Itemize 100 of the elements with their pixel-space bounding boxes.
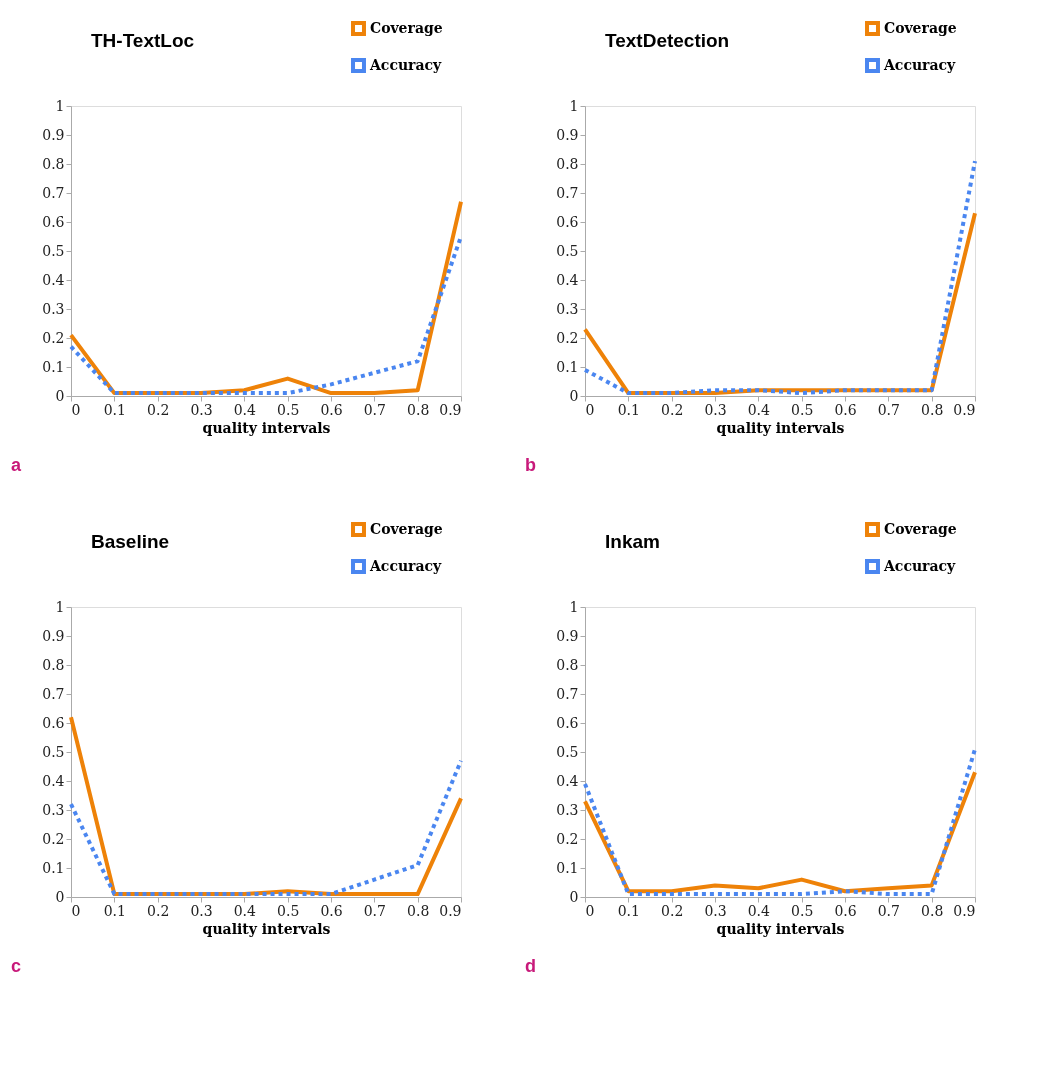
x-tick-label: 0: [71, 401, 81, 418]
x-tick-label: 0.2: [147, 401, 170, 418]
x-tick-label: 0.9: [953, 401, 976, 418]
y-tick-label: 0.8: [556, 656, 579, 673]
y-tick-label: 0.9: [556, 126, 579, 143]
y-tick-label: 1: [569, 598, 579, 615]
x-tick-label: 0: [71, 902, 81, 919]
x-tick-label: 0.7: [877, 401, 900, 418]
y-tick-label: 1: [55, 598, 65, 615]
x-tick-label: 0.7: [363, 401, 386, 418]
x-tick-label: 0.5: [277, 902, 300, 919]
y-tick-label: 0.6: [42, 213, 65, 230]
x-tick-label: 0.4: [747, 401, 771, 418]
y-tick-label: 0.3: [556, 300, 579, 317]
x-tick-label: 0.9: [439, 902, 462, 919]
y-tick-label: 0.7: [556, 685, 579, 702]
y-tick-label: 0.9: [42, 126, 65, 143]
y-tick-label: 0.8: [42, 155, 65, 172]
y-tick-label: 0.7: [42, 685, 65, 702]
y-tick-label: 0.7: [556, 184, 579, 201]
legend-label: Accuracy: [369, 56, 443, 73]
x-tick-label: 0.8: [921, 401, 944, 418]
y-tick-label: 0.5: [556, 242, 579, 259]
y-tick-label: 0.2: [42, 329, 65, 346]
x-tick-label: 0.6: [320, 401, 343, 418]
x-tick-label: 0.8: [407, 902, 430, 919]
x-tick-label: 0.3: [190, 902, 213, 919]
x-tick-label: 0: [585, 902, 595, 919]
x-tick-label: 0.1: [103, 401, 126, 418]
x-tick-label: 0.7: [877, 902, 900, 919]
y-tick-label: 0.4: [556, 271, 579, 288]
y-tick-label: 0.6: [42, 714, 65, 731]
y-tick-label: 0.2: [556, 830, 579, 847]
x-tick-label: 0.1: [617, 902, 640, 919]
y-tick-label: 0: [569, 387, 579, 404]
legend-label: Coverage: [370, 19, 443, 36]
x-tick-label: 0.7: [363, 902, 386, 919]
x-axis-title: quality intervals: [202, 419, 331, 436]
y-tick-label: 0.5: [42, 743, 65, 760]
x-tick-label: 0.6: [834, 401, 857, 418]
y-tick-label: 0.3: [556, 801, 579, 818]
chart-title: Baseline: [91, 531, 170, 552]
text: b: [525, 455, 536, 475]
x-axis-title: quality intervals: [202, 920, 331, 937]
chart-title: Inkam: [605, 531, 660, 552]
x-tick-label: 0.9: [953, 902, 976, 919]
x-axis-title: quality intervals: [716, 920, 845, 937]
y-tick-label: 1: [569, 97, 579, 114]
y-tick-label: 0.1: [42, 859, 65, 876]
legend-label: Accuracy: [369, 557, 443, 574]
y-tick-label: 0.3: [42, 801, 65, 818]
x-tick-label: 0.5: [277, 401, 300, 418]
y-tick-label: 0.4: [556, 772, 579, 789]
legend-label: Accuracy: [883, 56, 957, 73]
y-tick-label: 0.9: [556, 627, 579, 644]
y-tick-label: 0.5: [42, 242, 65, 259]
y-tick-label: 0.4: [42, 271, 65, 288]
x-tick-label: 0.4: [747, 902, 771, 919]
y-tick-label: 0.2: [556, 329, 579, 346]
y-tick-label: 0.6: [556, 213, 579, 230]
x-tick-label: 0.4: [233, 902, 257, 919]
x-tick-label: 0.3: [704, 401, 727, 418]
x-tick-label: 0.1: [617, 401, 640, 418]
y-tick-label: 1: [55, 97, 65, 114]
legend-label: Accuracy: [883, 557, 957, 574]
y-tick-label: 0: [55, 888, 65, 905]
y-tick-label: 0.7: [42, 184, 65, 201]
x-tick-label: 0.8: [407, 401, 430, 418]
x-tick-label: 0.5: [791, 401, 814, 418]
y-tick-label: 0.1: [556, 358, 579, 375]
x-tick-label: 0.8: [921, 902, 944, 919]
legend-label: Coverage: [884, 520, 957, 537]
x-tick-label: 0.2: [661, 902, 684, 919]
legend-label: Coverage: [370, 520, 443, 537]
x-tick-label: 0.6: [834, 902, 857, 919]
legend-label: Coverage: [884, 19, 957, 36]
x-tick-label: 0.1: [103, 902, 126, 919]
y-tick-label: 0.1: [42, 358, 65, 375]
x-axis-title: quality intervals: [716, 419, 845, 436]
y-tick-label: 0.3: [42, 300, 65, 317]
x-tick-label: 0.5: [791, 902, 814, 919]
y-tick-label: 0: [55, 387, 65, 404]
text: d: [525, 956, 536, 976]
y-tick-label: 0.8: [556, 155, 579, 172]
text: a: [11, 455, 22, 475]
x-tick-label: 0: [585, 401, 595, 418]
x-tick-label: 0.2: [661, 401, 684, 418]
y-tick-label: 0.6: [556, 714, 579, 731]
x-tick-label: 0.2: [147, 902, 170, 919]
chart-title: TH-TextLoc: [91, 30, 195, 51]
x-tick-label: 0.4: [233, 401, 257, 418]
x-tick-label: 0.3: [190, 401, 213, 418]
x-tick-label: 0.6: [320, 902, 343, 919]
x-tick-label: 0.3: [704, 902, 727, 919]
y-tick-label: 0.5: [556, 743, 579, 760]
y-tick-label: 0.1: [556, 859, 579, 876]
text: c: [11, 956, 22, 976]
y-tick-label: 0.8: [42, 656, 65, 673]
y-tick-label: 0.4: [42, 772, 65, 789]
y-tick-label: 0: [569, 888, 579, 905]
